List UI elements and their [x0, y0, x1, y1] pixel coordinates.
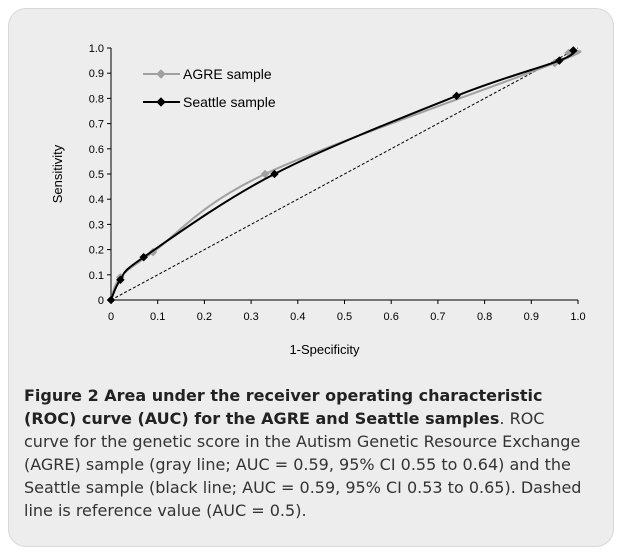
- legend-label: AGRE sample: [183, 66, 272, 82]
- series-layer: [106, 46, 582, 305]
- x-tick-label: 0.5: [337, 311, 352, 323]
- legend-swatch-marker: [156, 69, 166, 79]
- reference-line: [110, 47, 579, 301]
- x-axis-ticks: 0 0.1 0.2 0.3 0.4 0.5 0.6 0.7 0.8 0.9 1.0: [108, 300, 586, 323]
- x-tick-label: 1.0: [570, 311, 585, 323]
- legend-item: Seattle sample: [143, 94, 276, 110]
- y-tick-label: 0.2: [89, 245, 104, 257]
- series-line: [110, 49, 582, 301]
- y-tick-label: 0.1: [89, 270, 104, 282]
- x-tick-label: 0.6: [384, 311, 399, 323]
- roc-chart: 0 0.1 0.2 0.3 0.4 0.5 0.6 0.7 0.8 0.9 1.0 00.10.20…: [50, 43, 586, 357]
- data-point: [554, 56, 564, 65]
- y-tick-label: 0.9: [89, 68, 104, 80]
- data-point: [452, 91, 461, 101]
- data-point: [270, 169, 279, 179]
- caption-title: Figure 2 Area under the receiver operati…: [24, 386, 543, 428]
- legend-item: AGRE sample: [143, 66, 272, 82]
- data-point: [568, 46, 578, 55]
- caption-text: . ROC curve for the genetic score in the…: [24, 409, 582, 520]
- x-axis-label: 1-Specificity: [289, 342, 360, 357]
- x-tick-label: 0.8: [477, 311, 492, 323]
- x-tick-label: 0.9: [524, 311, 539, 323]
- legend-swatch-marker: [156, 97, 166, 107]
- y-tick-label: 0.7: [89, 119, 104, 131]
- legend-label: Seattle sample: [183, 94, 276, 110]
- y-axis-ticks: 0 0.1 0.2 0.3 0.4 0.5 0.6 0.7 0.8 0.9 1.0: [89, 43, 111, 307]
- data-point: [106, 295, 116, 305]
- figure-panel: [8, 8, 614, 547]
- x-tick-label: 0: [108, 311, 114, 323]
- data-point: [115, 275, 125, 285]
- y-tick-label: 0.5: [89, 169, 104, 181]
- series-line: [110, 49, 575, 301]
- y-tick-label: 0.6: [89, 144, 104, 156]
- y-tick-label: 0: [98, 295, 104, 307]
- x-tick-label: 0.1: [150, 311, 165, 323]
- series-1: [106, 46, 578, 305]
- y-tick-label: 0.8: [89, 93, 104, 105]
- legend: AGRE sample Seattle sample: [143, 66, 276, 110]
- figure-caption: Figure 2 Area under the receiver operati…: [24, 384, 590, 522]
- y-axis-label: Sensitivity: [50, 144, 65, 203]
- y-tick-label: 0.4: [89, 194, 104, 206]
- data-point: [139, 252, 149, 262]
- y-tick-label: 1.0: [89, 43, 104, 55]
- x-tick-label: 0.2: [197, 311, 212, 323]
- x-tick-label: 0.3: [243, 311, 258, 323]
- y-tick-label: 0.3: [89, 219, 104, 231]
- x-tick-label: 0.4: [290, 311, 305, 323]
- x-tick-label: 0.7: [430, 311, 445, 323]
